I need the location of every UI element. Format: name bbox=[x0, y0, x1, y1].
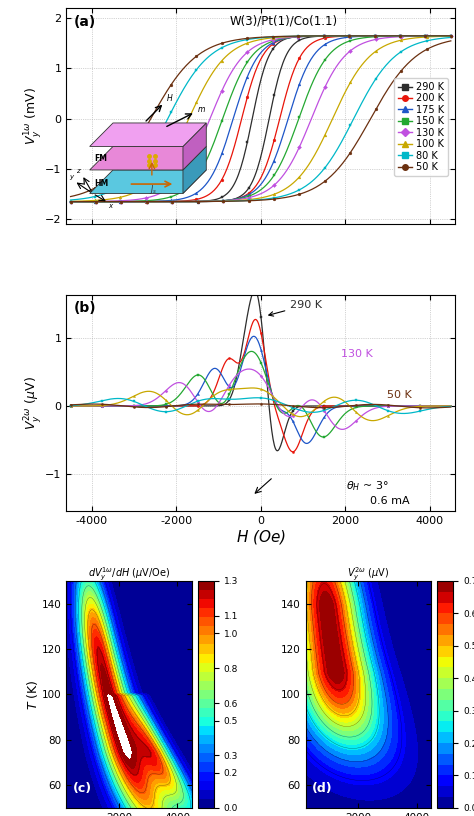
Title: $dV^{1\omega}_y/dH$ ($\mu$V/Oe): $dV^{1\omega}_y/dH$ ($\mu$V/Oe) bbox=[88, 565, 170, 583]
Text: $\theta_H$ ~ 3°: $\theta_H$ ~ 3° bbox=[346, 479, 389, 493]
Y-axis label: $V^{2\omega}_y$ ($\mu$V): $V^{2\omega}_y$ ($\mu$V) bbox=[22, 375, 44, 429]
Text: 130 K: 130 K bbox=[341, 349, 373, 359]
X-axis label: $H$ (Oe): $H$ (Oe) bbox=[236, 528, 286, 546]
Y-axis label: $V^{1\omega}_y$ (mV): $V^{1\omega}_y$ (mV) bbox=[22, 87, 44, 145]
Legend: 290 K, 200 K, 175 K, 150 K, 130 K, 100 K, 80 K, 50 K: 290 K, 200 K, 175 K, 150 K, 130 K, 100 K… bbox=[394, 78, 448, 176]
Text: (d): (d) bbox=[312, 782, 332, 795]
Y-axis label: $T$ (K): $T$ (K) bbox=[26, 679, 40, 710]
Text: 290 K: 290 K bbox=[269, 300, 322, 316]
Text: (a): (a) bbox=[74, 15, 96, 29]
Text: (c): (c) bbox=[73, 782, 92, 795]
Title: $V^{2\omega}_y$ ($\mu$V): $V^{2\omega}_y$ ($\mu$V) bbox=[347, 565, 390, 583]
Text: W(3)/Pt(1)/Co(1.1): W(3)/Pt(1)/Co(1.1) bbox=[229, 15, 338, 28]
Text: 50 K: 50 K bbox=[387, 390, 412, 400]
Text: 0.6 mA: 0.6 mA bbox=[370, 496, 409, 506]
Text: (b): (b) bbox=[74, 301, 97, 315]
